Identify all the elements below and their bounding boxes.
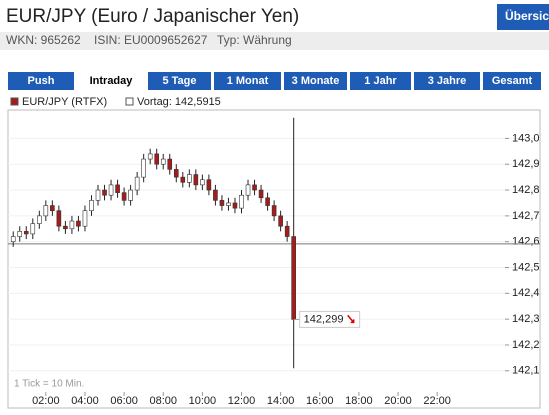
tab-label[interactable]: Push: [28, 75, 55, 87]
candle-body: [206, 179, 212, 191]
x-tick-label: 14:00: [267, 395, 295, 407]
y-tick-label: 142,3: [512, 313, 540, 325]
candle-body: [258, 189, 264, 199]
candle-body: [147, 153, 153, 160]
candle-body: [69, 220, 75, 230]
y-tick-label: 142,4: [512, 287, 540, 299]
candle-body: [141, 158, 146, 178]
candle-body: [213, 189, 218, 201]
candle-body: [173, 169, 179, 178]
x-tick-label: 04:00: [71, 395, 99, 407]
candle-body: [278, 215, 283, 227]
candle-body: [167, 158, 173, 170]
y-tick-label: 142,7: [512, 210, 540, 222]
candle-body: [252, 184, 257, 191]
candle-body: [193, 174, 199, 186]
candle-body: [50, 205, 55, 212]
type: Typ: Währung: [217, 33, 292, 47]
tab[interactable]: [350, 72, 411, 90]
chart-frame: [7, 109, 541, 409]
candle-body: [154, 153, 160, 165]
tab-label[interactable]: 3 Monate: [292, 75, 340, 87]
candle-body: [10, 236, 16, 242]
y-tick-label: 143,0: [512, 132, 540, 144]
x-tick-label: 02:00: [32, 395, 60, 407]
tab[interactable]: [214, 72, 281, 90]
candle-body: [291, 236, 296, 320]
candle-body: [284, 225, 290, 237]
isin: ISIN: EU0009652627: [94, 33, 208, 47]
candle-body: [43, 205, 49, 217]
wkn: WKN: 965262: [6, 33, 81, 47]
legend-swatch: [10, 97, 19, 106]
tab-label[interactable]: 1 Jahr: [364, 75, 397, 87]
x-tick-label: 22:00: [423, 395, 451, 407]
tab-label[interactable]: 5 Tage: [162, 75, 196, 87]
candle-body: [23, 231, 29, 235]
candle-body: [232, 202, 238, 209]
candle-body: [200, 179, 205, 186]
note: 1 Tick = 10 Min.: [14, 379, 84, 390]
legend-swatch: [125, 97, 134, 106]
y-tick-label: 142,1: [512, 365, 540, 377]
x-tick-label: 08:00: [149, 395, 177, 407]
down-arrow: [347, 314, 355, 324]
candle-body: [239, 194, 244, 209]
tab-label[interactable]: 3 Jahre: [428, 75, 467, 87]
candle-body: [95, 189, 101, 201]
candle-body: [271, 205, 277, 217]
y-tick-label: 142,5: [512, 261, 540, 273]
candle-body: [63, 225, 68, 230]
y-tick-label: 142,9: [512, 158, 540, 170]
candle-body: [245, 184, 251, 196]
x-tick-label: 12:00: [228, 395, 256, 407]
x-tick-label: 18:00: [345, 395, 373, 407]
candle-body: [37, 215, 42, 224]
candle-body: [160, 158, 166, 165]
legend-label: Vortag: 142,5915: [137, 96, 221, 108]
candle-body: [265, 197, 270, 206]
candle-body: [76, 220, 81, 227]
legend-label: EUR/JPY (RTFX): [22, 96, 107, 108]
x-tick-label: 10:00: [189, 395, 217, 407]
candle-body: [226, 202, 231, 206]
candle-body: [56, 210, 62, 227]
tab[interactable]: [148, 72, 211, 90]
candle-body: [102, 189, 107, 196]
y-tick-label: 142,8: [512, 184, 540, 196]
tab[interactable]: [77, 72, 145, 90]
candle-body: [187, 174, 192, 183]
x-tick-label: 06:00: [110, 395, 138, 407]
y-tick-label: 142,2: [512, 339, 540, 351]
last-price-box: [299, 310, 361, 328]
tab[interactable]: [483, 72, 541, 90]
candle-body: [108, 184, 114, 196]
tab-label[interactable]: Gesamt: [492, 75, 533, 87]
candle-body: [134, 176, 140, 191]
candle-body: [128, 189, 133, 201]
x-tick-label: 20:00: [384, 395, 412, 407]
tab[interactable]: [414, 72, 480, 90]
candle-body: [121, 192, 127, 201]
candle-body: [89, 200, 94, 212]
info-bar: [0, 32, 549, 50]
title: EUR/JPY (Euro / Japanischer Yen): [6, 6, 299, 27]
candle-body: [30, 223, 36, 235]
candle-body: [180, 176, 186, 183]
candle-body: [82, 210, 88, 227]
tab-label[interactable]: Intraday: [90, 75, 134, 87]
tab[interactable]: [284, 72, 347, 90]
x-tick-label: 16:00: [306, 395, 334, 407]
last-price-label: 142,299: [304, 313, 344, 325]
tab-label[interactable]: 1 Monat: [227, 75, 269, 87]
tab[interactable]: [8, 72, 74, 90]
candle-body: [115, 184, 120, 193]
overview-button-label[interactable]: Übersic: [505, 8, 549, 23]
candle-body: [17, 231, 23, 237]
candle-body: [219, 200, 225, 206]
y-tick-label: 142,6: [512, 236, 540, 248]
overview-button[interactable]: [497, 4, 549, 30]
